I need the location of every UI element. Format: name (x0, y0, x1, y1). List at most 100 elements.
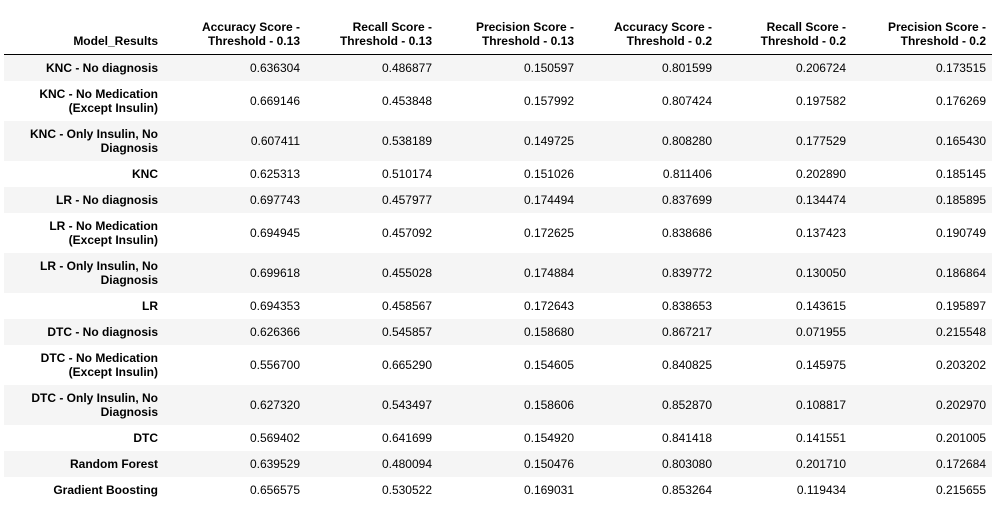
table-cell: 0.172684 (935, 456, 986, 471)
row-label: KNC (4, 161, 164, 187)
table-cell: 0.867217 (661, 324, 712, 339)
table-cell: 0.453848 (381, 93, 432, 108)
row-label-line: KNC (132, 166, 158, 181)
column-header-line: Threshold - 0.2 (900, 34, 986, 48)
row-label-line: Diagnosis (100, 140, 158, 155)
table-cell: 0.169031 (523, 482, 574, 497)
row-label-line: KNC - No diagnosis (45, 60, 158, 75)
row-label: KNC - Only Insulin, No Diagnosis (4, 121, 164, 161)
row-label: LR - No diagnosis (4, 187, 164, 213)
table-cell: 0.141551 (795, 430, 846, 445)
table-cell: 0.203202 (935, 357, 986, 372)
table-cell: 0.177529 (795, 133, 846, 148)
table-cell: 0.176269 (935, 93, 986, 108)
column-header: Accuracy Score - Threshold - 0.2 (580, 0, 718, 55)
table-cell: 0.625313 (249, 166, 300, 181)
table-cell: 0.838686 (661, 225, 712, 240)
column-header: Precision Score - Threshold - 0.13 (438, 0, 580, 55)
column-header-line: Recall Score - (352, 20, 432, 34)
table-row: LR 0.694353 0.458567 0.172643 0.838653 0.1436… (4, 292, 992, 319)
table-cell: 0.165430 (935, 133, 986, 148)
table-row: KNC - No diagnosis 0.636304 0.486877 0.1505… (4, 54, 992, 81)
table-row: LR - No diagnosis 0.697743 0.457977 0.17449… (4, 186, 992, 213)
row-label: Gradient Boosting (4, 477, 164, 503)
row-label-line: Random Forest (69, 456, 158, 471)
row-label-line: LR - No Medication (49, 218, 158, 233)
row-label-line: LR (142, 298, 158, 313)
table-cell: 0.639529 (249, 456, 300, 471)
row-label: KNC - No diagnosis (4, 55, 164, 81)
row-label-line: KNC - Only Insulin, No (30, 126, 158, 141)
row-label: LR - Only Insulin, No Diagnosis (4, 253, 164, 293)
table-cell: 0.186864 (935, 265, 986, 280)
table-cell: 0.808280 (661, 133, 712, 148)
column-header-line: Accuracy Score - (613, 20, 712, 34)
table-row: KNC - Only Insulin, No Diagnosis 0.607411 0… (4, 120, 992, 161)
results-table-container: Model_Results Accuracy Score - Threshold … (4, 0, 992, 503)
table-cell: 0.185145 (935, 166, 986, 181)
table-cell: 0.071955 (795, 324, 846, 339)
table-cell: 0.206724 (795, 60, 846, 75)
table-cell: 0.699618 (249, 265, 300, 280)
row-label-line: (Except Insulin) (68, 364, 158, 379)
column-header-line: Precision Score - (475, 20, 574, 34)
table-cell: 0.157992 (523, 93, 574, 108)
column-header-line: Precision Score - (887, 20, 986, 34)
table-cell: 0.627320 (249, 397, 300, 412)
column-header-line: Recall Score - (766, 20, 846, 34)
table-cell: 0.636304 (249, 60, 300, 75)
table-cell: 0.215548 (935, 324, 986, 339)
row-label-line: (Except Insulin) (68, 232, 158, 247)
table-row: KNC 0.625313 0.510174 0.151026 0.811406 0.202… (4, 160, 992, 187)
row-label-line: Diagnosis (100, 404, 158, 419)
row-label-line: Diagnosis (100, 272, 158, 287)
table-row: DTC - Only Insulin, No Diagnosis 0.627320 0… (4, 384, 992, 425)
index-header: Model_Results (4, 0, 164, 55)
table-row: Gradient Boosting 0.656575 0.530522 0.16903… (4, 476, 992, 503)
table-cell: 0.174494 (523, 192, 574, 207)
column-header: Precision Score - Threshold - 0.2 (852, 0, 992, 55)
table-cell: 0.853264 (661, 482, 712, 497)
table-cell: 0.807424 (661, 93, 712, 108)
row-label: LR (4, 293, 164, 319)
table-cell: 0.801599 (661, 60, 712, 75)
table-cell: 0.172625 (523, 225, 574, 240)
table-cell: 0.149725 (523, 133, 574, 148)
table-cell: 0.150476 (523, 456, 574, 471)
table-cell: 0.174884 (523, 265, 574, 280)
table-cell: 0.185895 (935, 192, 986, 207)
row-label: Random Forest (4, 451, 164, 477)
table-cell: 0.852870 (661, 397, 712, 412)
table-cell: 0.154605 (523, 357, 574, 372)
column-header: Accuracy Score - Threshold - 0.13 (164, 0, 306, 55)
table-cell: 0.202970 (935, 397, 986, 412)
table-cell: 0.173515 (935, 60, 986, 75)
table-cell: 0.838653 (661, 298, 712, 313)
table-cell: 0.697743 (249, 192, 300, 207)
column-header-line: Threshold - 0.13 (207, 34, 300, 48)
table-cell: 0.841418 (661, 430, 712, 445)
table-cell: 0.641699 (381, 430, 432, 445)
row-label: DTC (4, 425, 164, 451)
table-cell: 0.545857 (381, 324, 432, 339)
table-cell: 0.201710 (795, 456, 846, 471)
table-cell: 0.143615 (795, 298, 846, 313)
column-header-line: Accuracy Score - (201, 20, 300, 34)
column-header: Recall Score - Threshold - 0.13 (306, 0, 438, 55)
row-label-line: (Except Insulin) (68, 100, 158, 115)
row-label: LR - No Medication (Except Insulin) (4, 213, 164, 253)
table-row: DTC 0.569402 0.641699 0.154920 0.841418 0.141… (4, 424, 992, 451)
table-cell: 0.137423 (795, 225, 846, 240)
table-cell: 0.119434 (796, 482, 846, 497)
table-cell: 0.694945 (249, 225, 300, 240)
row-label-line: DTC - No Medication (40, 350, 158, 365)
table-cell: 0.134474 (795, 192, 846, 207)
table-cell: 0.202890 (795, 166, 846, 181)
table-cell: 0.150597 (523, 60, 574, 75)
table-row: DTC - No diagnosis 0.626366 0.545857 0.1586… (4, 318, 992, 345)
column-header: Recall Score - Threshold - 0.2 (718, 0, 852, 55)
table-cell: 0.538189 (381, 133, 432, 148)
table-cell: 0.172643 (523, 298, 574, 313)
table-cell: 0.840825 (661, 357, 712, 372)
table-row: LR - Only Insulin, No Diagnosis 0.699618 0.… (4, 252, 992, 293)
